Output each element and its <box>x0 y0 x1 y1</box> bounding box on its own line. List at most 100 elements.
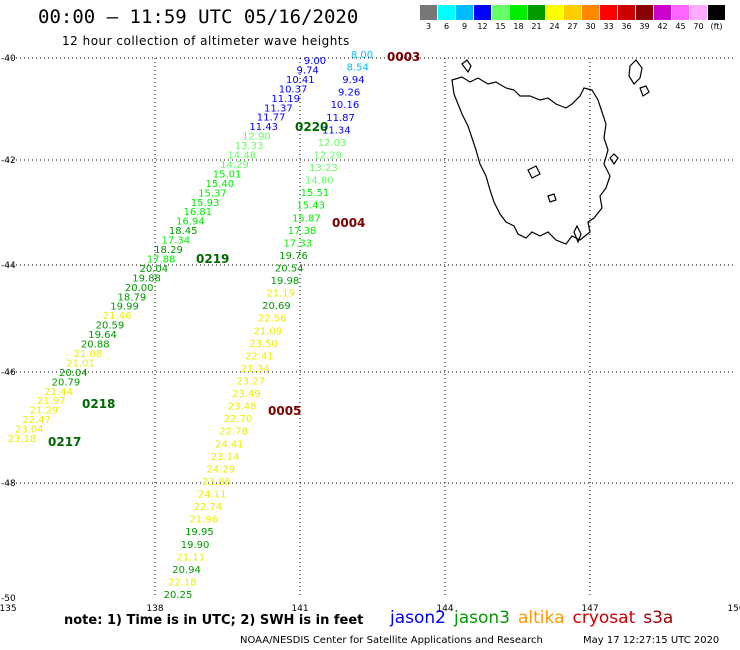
wave-height-value: 17.88 <box>147 254 176 265</box>
wave-height-value: 11.19 <box>271 94 300 105</box>
wave-height-value: 15.87 <box>292 213 321 224</box>
wave-height-value: 15.51 <box>301 188 330 199</box>
color-scale-cell <box>474 5 491 20</box>
latitude-label: -46 <box>1 368 16 378</box>
generated-timestamp: May 17 12:27:15 UTC 2020 <box>583 635 720 646</box>
wave-height-value: 21.34 <box>241 364 270 375</box>
color-scale-label: 27 <box>567 22 578 31</box>
wave-height-value: 10.37 <box>279 84 308 95</box>
wave-height-value: 22.74 <box>194 502 223 513</box>
color-scale-cell <box>456 5 473 20</box>
color-scale-cell <box>618 5 635 20</box>
wave-height-value: 21.97 <box>37 396 66 407</box>
latitude-label: -40 <box>1 54 16 64</box>
wave-height-value: 8.54 <box>347 63 369 74</box>
wave-height-value: 22.56 <box>258 314 287 325</box>
bruny-island <box>573 224 582 244</box>
wave-height-value: 21.19 <box>266 289 295 300</box>
wave-height-value: 14.48 <box>227 151 256 162</box>
maria-island <box>609 153 619 166</box>
pass-time-labels: 0003 0004 0005 0217 0218 0219 0220 <box>48 50 420 449</box>
wave-height-value: 23.14 <box>211 452 240 463</box>
map-subtitle: 12 hour collection of altimeter wave hei… <box>62 34 350 48</box>
color-scale-cell <box>438 5 455 20</box>
longitude-label: 135 <box>0 604 17 614</box>
legend-cryosat: cryosat <box>572 608 636 628</box>
wave-height-value: 11.43 <box>249 122 278 133</box>
wave-height-value: 23.86 <box>202 477 231 488</box>
flinders-island <box>628 59 643 85</box>
wave-height-value: 22.47 <box>22 415 51 426</box>
cape-barren-island <box>639 85 650 97</box>
color-scale-cell <box>708 5 725 20</box>
wave-height-value: 22.41 <box>245 351 274 362</box>
wave-height-value: 22.78 <box>219 427 248 438</box>
wave-height-value: 20.04 <box>59 368 88 379</box>
lake-1 <box>527 165 541 179</box>
wave-height-value: 12.03 <box>318 138 347 149</box>
wave-height-value: 21.29 <box>30 406 59 417</box>
color-scale-label: 24 <box>549 22 560 31</box>
wave-height-value: 21.44 <box>44 387 73 398</box>
wave-height-value: 13.33 <box>235 141 264 152</box>
longitude-label: 138 <box>146 604 163 614</box>
wave-height-value: 19.64 <box>88 330 117 341</box>
wave-height-value: 20.88 <box>81 340 110 351</box>
color-scale-label: 3 <box>425 22 432 31</box>
wave-height-value: 21.96 <box>189 515 218 526</box>
wave-height-value: 20.25 <box>164 590 193 601</box>
pass-time-label: 0004 <box>332 216 365 230</box>
wave-height-value: 9.74 <box>297 65 319 76</box>
wave-height-value: 12.90 <box>242 132 271 143</box>
latitude-label: -48 <box>1 479 16 489</box>
wave-height-value: 23.49 <box>232 389 261 400</box>
longitude-label: 144 <box>436 604 453 614</box>
pass-time-label: 0003 <box>387 50 420 64</box>
color-scale-label: 70 <box>693 22 704 31</box>
color-scale-label: 12 <box>477 22 488 31</box>
wave-height-value: 22.18 <box>168 577 197 588</box>
wave-height-value: 19.98 <box>271 276 300 287</box>
color-scale-cell <box>528 5 545 20</box>
wave-height-value: 15.93 <box>191 198 220 209</box>
wave-height-value: 22.70 <box>224 414 253 425</box>
wave-height-value: 9.94 <box>342 75 364 86</box>
wave-height-value: 23.27 <box>236 377 265 388</box>
latitude-label: -44 <box>1 261 16 271</box>
wave-height-value: 9.00 <box>304 56 326 67</box>
wave-height-value: 14.80 <box>305 176 334 187</box>
wave-height-value: 18.29 <box>154 245 183 256</box>
wave-height-value: 11.87 <box>326 113 355 124</box>
wave-height-value: 21.46 <box>103 311 132 322</box>
legend-s3a: s3a <box>643 608 674 628</box>
wave-height-value: 16.81 <box>183 207 212 218</box>
wave-height-value: 18.45 <box>169 226 198 237</box>
wave-height-value: 15.37 <box>198 188 227 199</box>
tasmania-coastline <box>451 59 650 245</box>
color-scale-cell <box>420 5 437 20</box>
color-scale-label: 6 <box>443 22 450 31</box>
pass-time-label: 0220 <box>295 120 328 134</box>
wave-height-value: 19.99 <box>110 302 139 313</box>
wave-height-value: 20.59 <box>96 321 125 332</box>
color-scale-cell <box>600 5 617 20</box>
wave-height-value: 23.04 <box>15 425 44 436</box>
color-scale-label: 39 <box>639 22 650 31</box>
wave-height-value: 21.11 <box>177 552 206 563</box>
wave-height-value: 19.90 <box>181 540 210 551</box>
wave-height-value: 23.50 <box>249 339 278 350</box>
latitude-label: -42 <box>1 156 16 166</box>
color-scale-cell <box>546 5 563 20</box>
wave-height-value: 19.95 <box>185 527 214 538</box>
color-scale-label: (ft) <box>710 22 723 31</box>
pass-time-label: 0005 <box>268 404 301 418</box>
wave-height-value: 19.88 <box>132 273 161 284</box>
legend-jason3: jason3 <box>454 608 510 628</box>
wave-height-value: 17.38 <box>288 226 317 237</box>
color-scale-cell <box>654 5 671 20</box>
king-island <box>461 59 472 74</box>
tasmania-outline <box>451 76 611 245</box>
satellite-legend: jason2 jason3 altika cryosat s3a <box>390 608 681 628</box>
credit-text: NOAA/NESDIS Center for Satellite Applica… <box>240 635 543 646</box>
